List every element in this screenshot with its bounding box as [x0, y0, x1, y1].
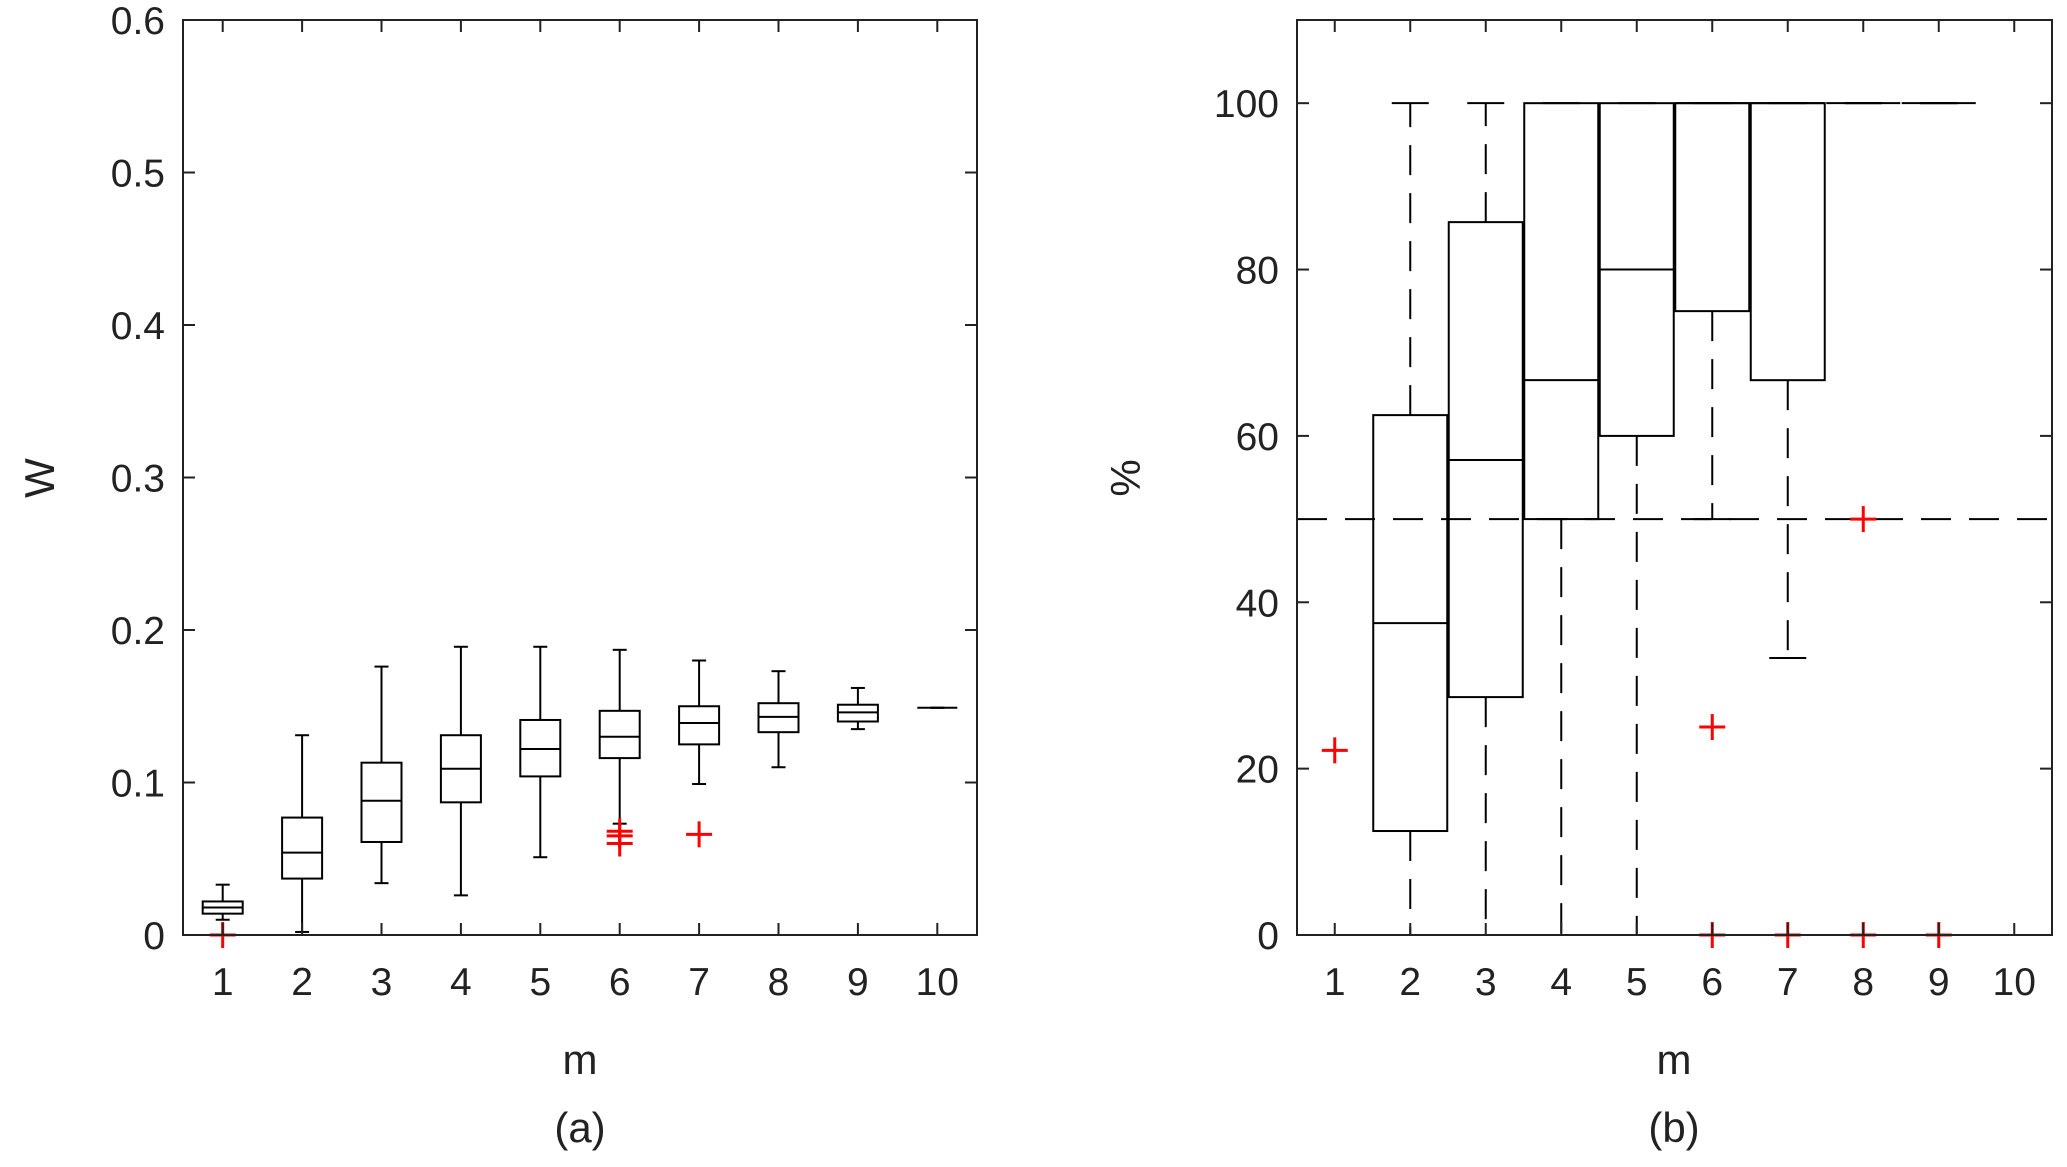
- x-tick-label: 1: [1324, 961, 1346, 1004]
- x-tick-label: 1: [212, 961, 234, 1004]
- box: [1749, 102, 1826, 382]
- panel-b-y-ticks: 0 20 40 60 80 100: [1214, 83, 2052, 958]
- panel-a-marks: [201, 645, 958, 948]
- y-tick-label: 0: [143, 915, 165, 958]
- x-tick-label: 2: [1399, 961, 1421, 1004]
- y-tick-label: 0.1: [111, 763, 165, 806]
- panel-a-y-axis-label: W: [16, 458, 63, 498]
- panel-a-y-ticks: 0 0.1 0.2 0.3 0.4 0.5 0.6: [111, 0, 977, 958]
- x-tick-label: 10: [1993, 961, 2036, 1004]
- box: [1523, 102, 1600, 521]
- outlier-marker: [606, 818, 633, 845]
- x-tick-label: 6: [1701, 961, 1723, 1004]
- panel-a-x-axis-label: m: [563, 1036, 598, 1083]
- x-tick-label: 4: [450, 961, 472, 1004]
- x-tick-label: 9: [1928, 961, 1950, 1004]
- x-tick-label: 7: [1777, 961, 1799, 1004]
- x-tick-label: 2: [291, 961, 313, 1004]
- y-tick-label: 0.4: [111, 305, 165, 348]
- x-tick-label: 8: [1852, 961, 1874, 1004]
- panel-b-x-ticks: 1 2 3 4 5 6 7 8 9 10: [1324, 20, 2036, 1004]
- x-tick-label: 9: [847, 961, 869, 1004]
- x-tick-label: 7: [688, 961, 710, 1004]
- x-tick-label: 3: [1475, 961, 1497, 1004]
- y-tick-label: 40: [1236, 582, 1279, 625]
- y-tick-label: 80: [1236, 250, 1279, 293]
- panel-a-caption: (a): [554, 1104, 605, 1151]
- panel-b-y-axis-label: %: [1102, 459, 1149, 496]
- panel-b-x-axis-label: m: [1657, 1036, 1692, 1083]
- x-tick-label: 8: [768, 961, 790, 1004]
- y-tick-label: 20: [1236, 749, 1279, 792]
- x-tick-label: 5: [1626, 961, 1648, 1004]
- y-tick-label: 0.3: [111, 458, 165, 501]
- panel-b-caption: (b): [1648, 1104, 1699, 1151]
- y-tick-label: 60: [1236, 416, 1279, 459]
- panel-b-boxplot: 0 20 40 60 80 100 1 2 3 4 5 6 7 8 9 10 m % (b): [1102, 19, 2053, 1151]
- x-tick-label: 10: [916, 961, 959, 1004]
- panel-b-marks: [1297, 102, 2052, 948]
- y-tick-label: 0: [1257, 915, 1279, 958]
- y-tick-label: 0.2: [111, 610, 165, 653]
- box: [281, 816, 324, 880]
- outlier-marker: [1699, 714, 1726, 741]
- outlier-marker: [686, 821, 713, 848]
- outlier-marker: [1850, 506, 1877, 533]
- outlier-marker: [1321, 737, 1348, 764]
- box: [1674, 102, 1751, 313]
- x-tick-label: 5: [529, 961, 551, 1004]
- box: [360, 761, 403, 843]
- x-tick-label: 6: [609, 961, 631, 1004]
- box: [678, 705, 721, 746]
- panel-a-x-ticks: 1 2 3 4 5 6 7 8 9 10: [212, 20, 959, 1004]
- panel-b-frame: [1296, 19, 2053, 936]
- x-tick-label: 4: [1550, 961, 1572, 1004]
- x-tick-label: 3: [371, 961, 393, 1004]
- y-tick-label: 100: [1214, 83, 1279, 126]
- y-tick-label: 0.5: [111, 153, 165, 196]
- y-tick-label: 0.6: [111, 0, 165, 43]
- box: [598, 709, 641, 760]
- panel-a-boxplot: 0 0.1 0.2 0.3 0.4 0.5 0.6 1 2 3 4 5 6 7 8 9 10 m W (a): [16, 0, 978, 1151]
